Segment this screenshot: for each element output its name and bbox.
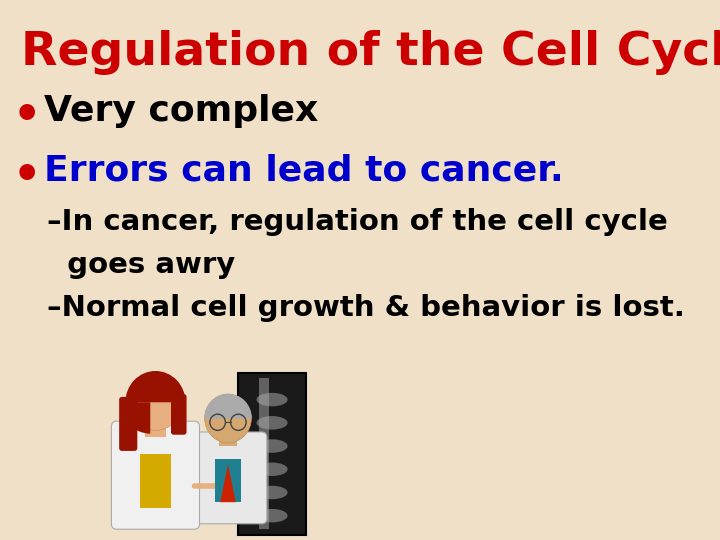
Text: Very complex: Very complex (44, 94, 318, 129)
Ellipse shape (256, 509, 287, 523)
Wedge shape (120, 402, 150, 434)
Wedge shape (204, 394, 252, 418)
FancyBboxPatch shape (120, 397, 138, 451)
FancyBboxPatch shape (112, 421, 199, 529)
Wedge shape (125, 371, 186, 402)
Bar (215, 459, 241, 502)
Ellipse shape (256, 462, 287, 476)
FancyBboxPatch shape (189, 432, 267, 524)
Text: goes awry: goes awry (47, 251, 235, 279)
Text: Regulation of the Cell Cycle: Regulation of the Cell Cycle (21, 30, 720, 75)
Text: •: • (13, 154, 41, 197)
Text: Errors can lead to cancer.: Errors can lead to cancer. (44, 154, 564, 188)
Ellipse shape (256, 393, 287, 407)
Text: •: • (13, 94, 41, 138)
Ellipse shape (256, 486, 287, 499)
Ellipse shape (256, 416, 287, 430)
Circle shape (204, 394, 251, 443)
FancyBboxPatch shape (171, 394, 186, 435)
Bar (219, 429, 238, 445)
Bar (238, 373, 306, 535)
Text: –Normal cell growth & behavior is lost.: –Normal cell growth & behavior is lost. (47, 294, 685, 322)
Polygon shape (220, 464, 235, 502)
Text: –In cancer, regulation of the cell cycle: –In cancer, regulation of the cell cycle (47, 208, 667, 236)
Bar (145, 418, 166, 437)
Circle shape (128, 374, 182, 430)
Bar (259, 378, 269, 529)
Bar (140, 454, 171, 508)
Ellipse shape (256, 440, 287, 453)
